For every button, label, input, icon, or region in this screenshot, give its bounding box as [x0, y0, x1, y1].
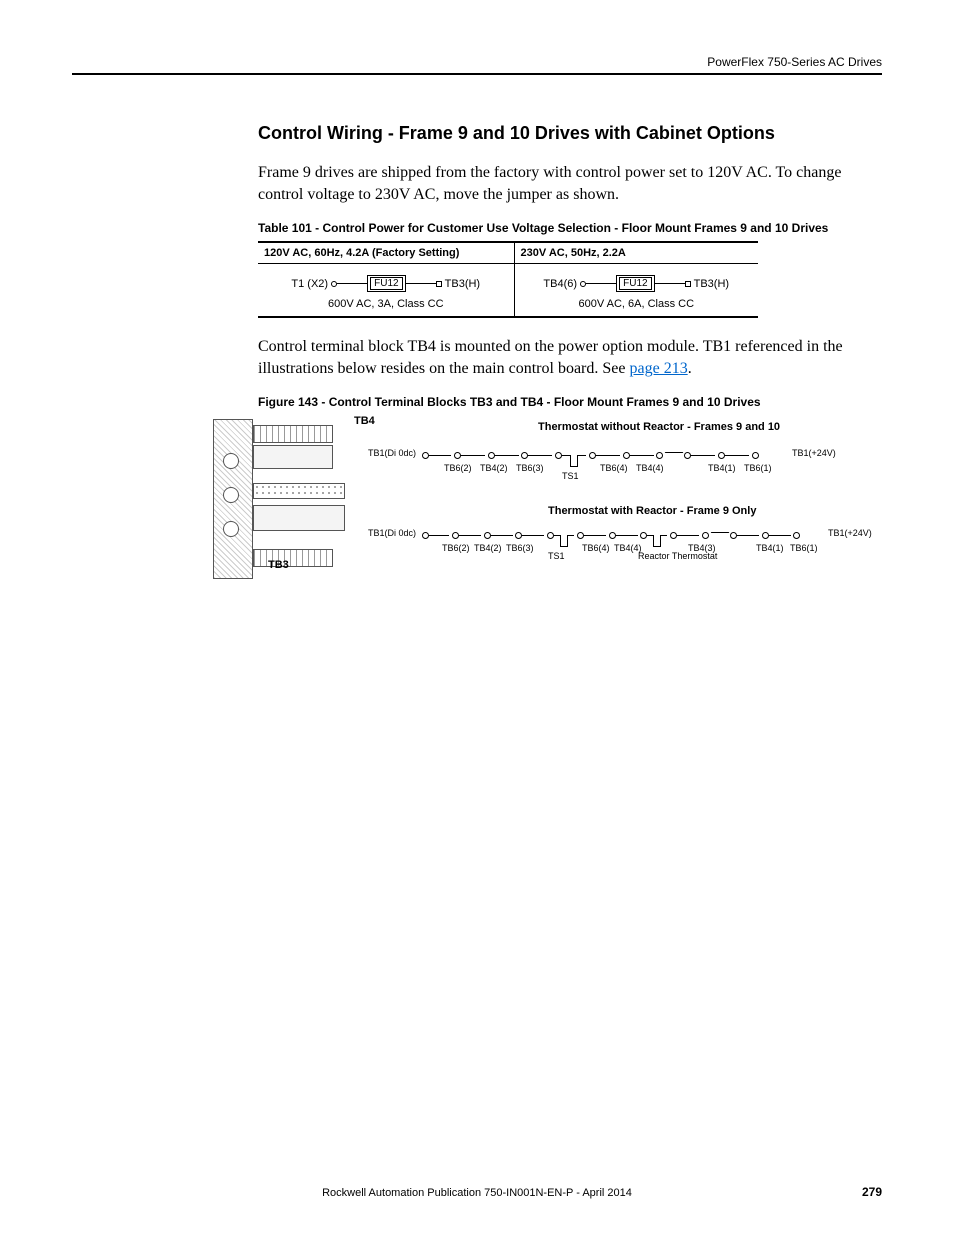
- figure143-caption: Figure 143 - Control Terminal Blocks TB3…: [258, 395, 882, 409]
- table-col2-header: 230V AC, 50Hz, 2.2A: [514, 242, 758, 264]
- col1-fuse-rating: 600V AC, 3A, Class CC: [264, 298, 508, 310]
- footer-publication: Rockwell Automation Publication 750-IN00…: [0, 1187, 954, 1199]
- col1-left-label: T1 (X2): [291, 278, 328, 290]
- fuse-icon: FU12: [367, 275, 405, 292]
- chain1-left-label: TB1(Di 0dc): [368, 448, 416, 458]
- col2-right-label: TB3(H): [694, 278, 729, 290]
- tb4-label: TB4: [354, 415, 375, 427]
- header-rule: PowerFlex 750-Series AC Drives: [72, 55, 882, 75]
- table-col1-cell: T1 (X2) FU12 TB3(H) 600V AC, 3A, Class C…: [258, 263, 514, 317]
- table-col1-header: 120V AC, 60Hz, 4.2A (Factory Setting): [258, 242, 514, 264]
- terminal-icon: [685, 281, 691, 287]
- terminal-icon: [436, 281, 442, 287]
- col2-left-label: TB4(6): [543, 278, 577, 290]
- figure143-diagram: TB4 TB3 Thermostat without Reactor - Fra…: [208, 415, 888, 595]
- wire-icon: [586, 283, 616, 284]
- para-tb4: Control terminal block TB4 is mounted on…: [258, 336, 882, 381]
- wire-icon: [655, 283, 685, 284]
- table101-caption: Table 101 - Control Power for Customer U…: [258, 221, 882, 235]
- wire-icon: [406, 283, 436, 284]
- section-title: Control Wiring - Frame 9 and 10 Drives w…: [258, 123, 882, 144]
- chain1-title: Thermostat without Reactor - Frames 9 an…: [538, 421, 780, 433]
- voltage-selection-table: 120V AC, 60Hz, 4.2A (Factory Setting) 23…: [258, 241, 758, 318]
- table-col2-cell: TB4(6) FU12 TB3(H) 600V AC, 6A, Class CC: [514, 263, 758, 317]
- wire-icon: [337, 283, 367, 284]
- fuse-icon: FU12: [616, 275, 654, 292]
- page-link[interactable]: page 213: [629, 360, 687, 377]
- chain2-right-label: TB1(+24V): [828, 528, 872, 538]
- page-number: 279: [862, 1185, 882, 1199]
- col1-right-label: TB3(H): [445, 278, 480, 290]
- tb3-label: TB3: [268, 559, 289, 571]
- header-product: PowerFlex 750-Series AC Drives: [72, 55, 882, 69]
- chain2-title: Thermostat with Reactor - Frame 9 Only: [548, 505, 756, 517]
- chain1-right-label: TB1(+24V): [792, 448, 836, 458]
- col2-fuse-rating: 600V AC, 6A, Class CC: [521, 298, 753, 310]
- para-intro: Frame 9 drives are shipped from the fact…: [258, 162, 882, 207]
- chain2-left-label: TB1(Di 0dc): [368, 528, 416, 538]
